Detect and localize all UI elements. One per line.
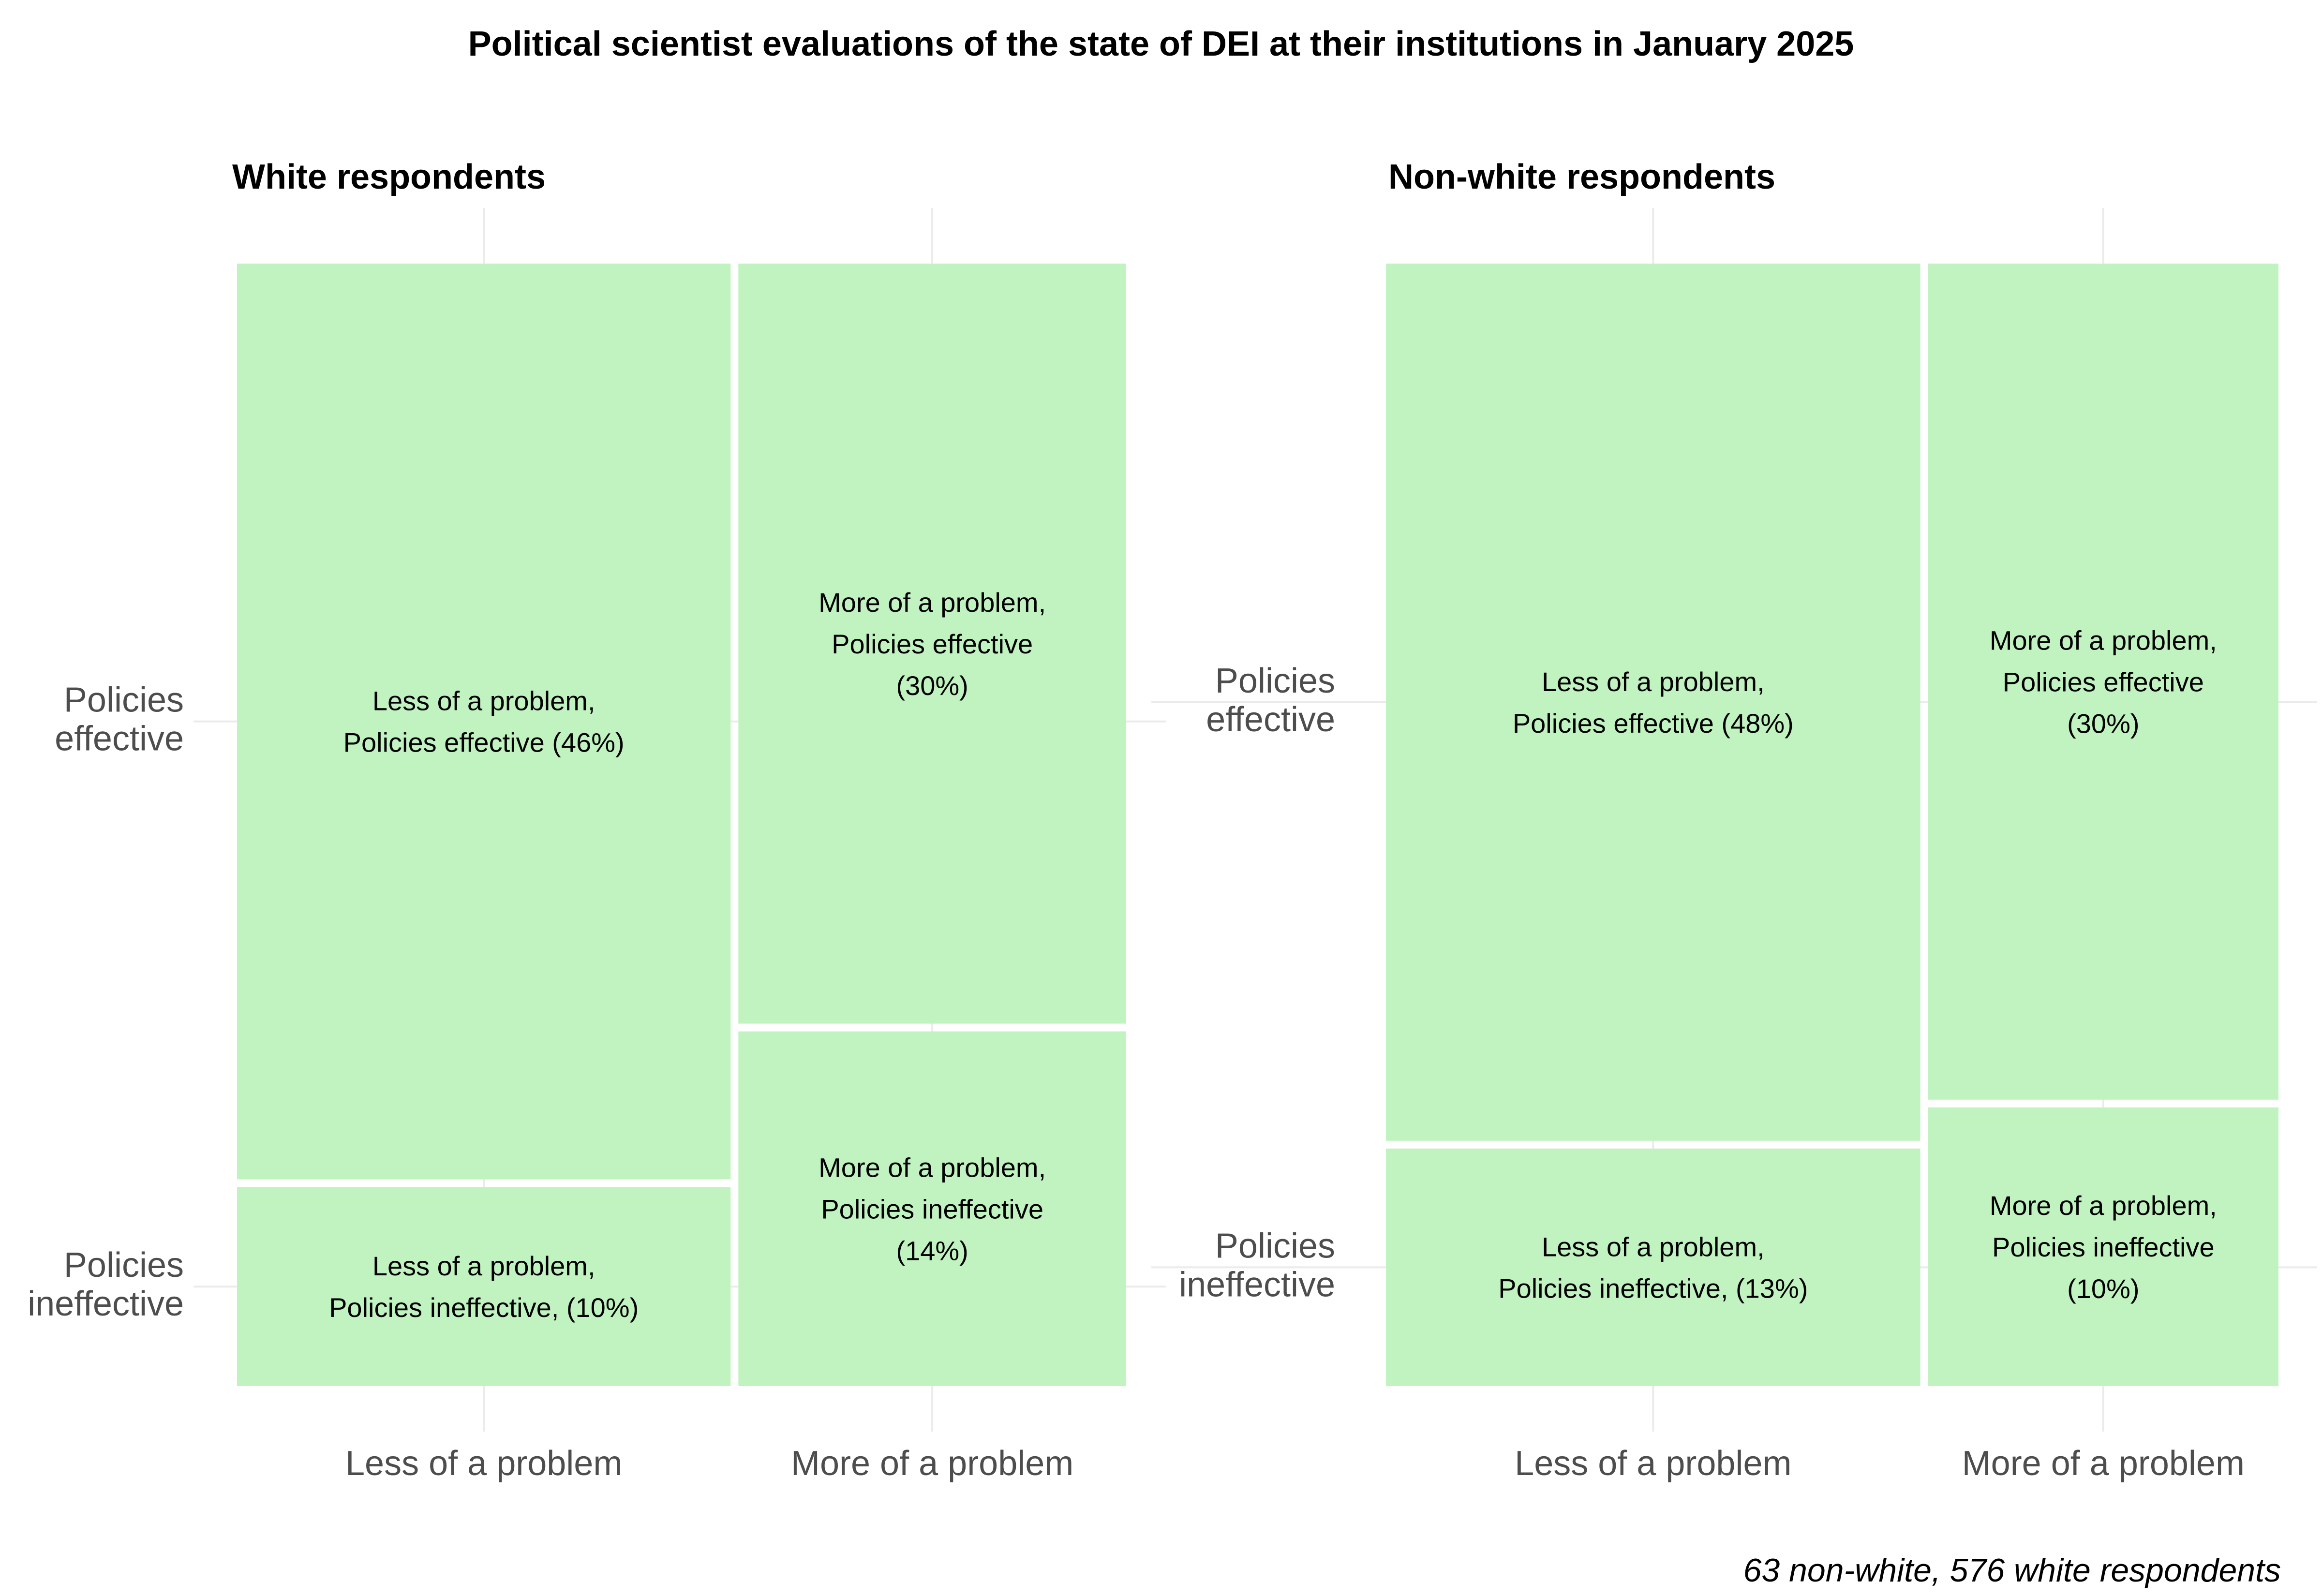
tile-label: Less of a problem, Policies effective (46… (343, 686, 625, 758)
panel-title: Non-white respondents (1388, 158, 1775, 196)
x-tick-label: More of a problem (1962, 1444, 2245, 1483)
y-tick-label: Policies effective (1206, 662, 1335, 739)
y-tick-label: Policies effective (55, 681, 184, 758)
x-tick-label: Less of a problem (1515, 1444, 1791, 1483)
mosaic-tile (738, 1031, 1126, 1386)
y-tick-label: Policies ineffective (28, 1246, 184, 1323)
tile-label: Less of a problem, Policies ineffective, … (329, 1251, 639, 1323)
mosaic-tile (237, 264, 731, 1180)
x-tick-label: More of a problem (791, 1444, 1073, 1483)
mosaic-tile (1928, 1107, 2278, 1386)
tile-label: Less of a problem, Policies ineffective, … (1498, 1231, 1808, 1303)
mosaic-tile (1928, 264, 2278, 1100)
panel-title: White respondents (232, 158, 546, 196)
panel-white: White respondents Less of a problem, Polic… (28, 158, 1166, 1483)
chart-caption: 63 non-white, 576 white respondents (1743, 1552, 2281, 1589)
panel-non-white: Non-white respondents Less of a problem, P… (1151, 158, 2317, 1483)
mosaic-tile (237, 1187, 731, 1386)
mosaic-tile (1386, 264, 1920, 1141)
tile-label: More of a problem, Policies ineffective (1… (819, 1152, 1046, 1266)
panels: White respondents Less of a problem, Polic… (28, 158, 2317, 1483)
x-tick-label: Less of a problem (345, 1444, 622, 1483)
tile-label: More of a problem, Policies ineffective (1… (1990, 1190, 2217, 1304)
y-tick-label: Policies ineffective (1179, 1227, 1335, 1304)
tile-label: Less of a problem, Policies effective (48… (1513, 666, 1794, 739)
mosaic-tile (1386, 1148, 1920, 1386)
tile-label: More of a problem, Policies effective (30%… (1990, 625, 2217, 739)
mosaic-tile (738, 264, 1126, 1024)
tile-label: More of a problem, Policies effective (30%… (819, 587, 1046, 701)
chart-title: Political scientist evaluations of the s… (468, 25, 1854, 63)
